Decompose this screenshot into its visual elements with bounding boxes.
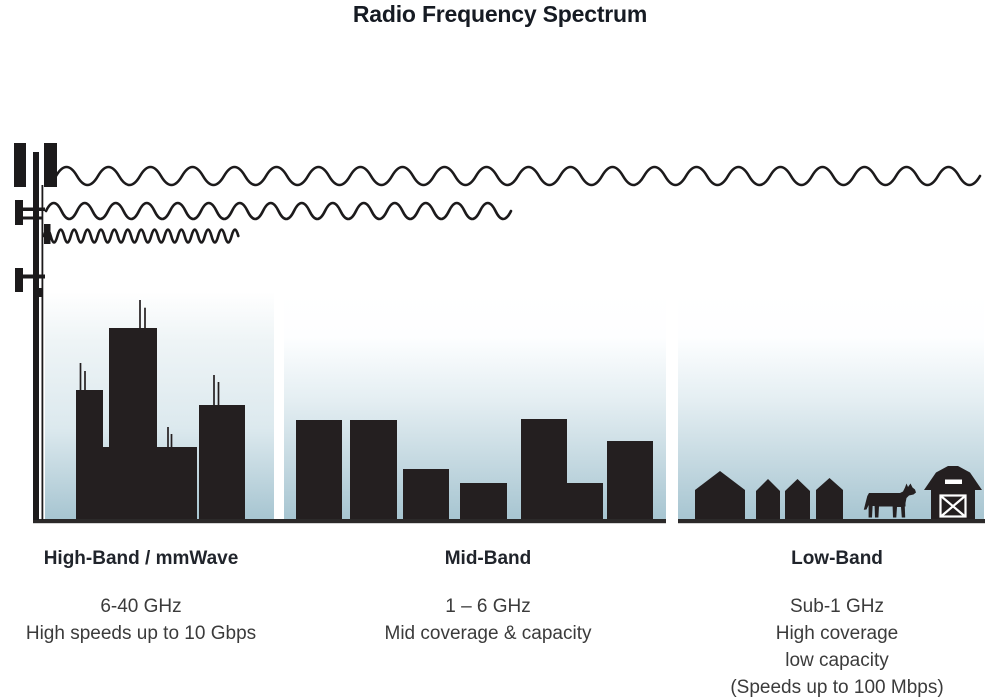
city-skyline [76,300,245,519]
barn-loft-vent [945,479,962,484]
band-name: Mid-Band [444,548,532,569]
band-description: High coverage [775,623,899,644]
sky-panel-mid-band [284,292,666,519]
band-name: Low-Band [791,548,883,569]
long-wavelength-wave [54,165,982,187]
medium-wavelength-wave [44,201,513,221]
building [109,328,157,519]
house-icon [785,479,810,519]
building [403,469,449,519]
farm-scene [695,466,982,519]
band-label-high-band: High-Band / mmWave 6-40 GHz High speeds … [26,548,256,647]
band-label-low-band: Low-Band Sub-1 GHz High coverage low cap… [730,548,943,700]
building [460,483,507,519]
band-frequency-range: 1 – 6 GHz [445,596,531,617]
cell-tower-icon [14,143,57,520]
rooftop-antennas [79,300,220,447]
short-wavelength-wave [42,228,240,244]
band-name: High-Band / mmWave [43,548,239,569]
mid-rise-buildings [296,419,653,519]
building [567,483,603,519]
house-icon [756,479,780,519]
band-label-mid-band: Mid-Band 1 – 6 GHz Mid coverage & capaci… [385,548,592,647]
building [521,419,567,519]
band-description: Mid coverage & capacity [384,623,592,644]
page-title: Radio Frequency Spectrum [352,1,648,27]
ground-line-left [33,519,666,524]
ground-line-right [678,519,985,524]
building [199,405,245,519]
building [296,420,342,519]
band-description: High speeds up to 10 Gbps [25,623,257,644]
band-frequency-range: Sub-1 GHz [790,596,884,617]
building [76,390,103,519]
band-frequency-range: 6-40 GHz [100,596,182,617]
building [607,441,653,519]
cow-icon [863,483,916,518]
spectrum-illustration [14,143,985,524]
house-icon [816,478,843,519]
house-icon [695,471,745,519]
band-description: low capacity [785,650,889,671]
building [350,420,397,519]
band-description: (Speeds up to 100 Mbps) [730,677,944,698]
barn-icon [924,466,982,519]
